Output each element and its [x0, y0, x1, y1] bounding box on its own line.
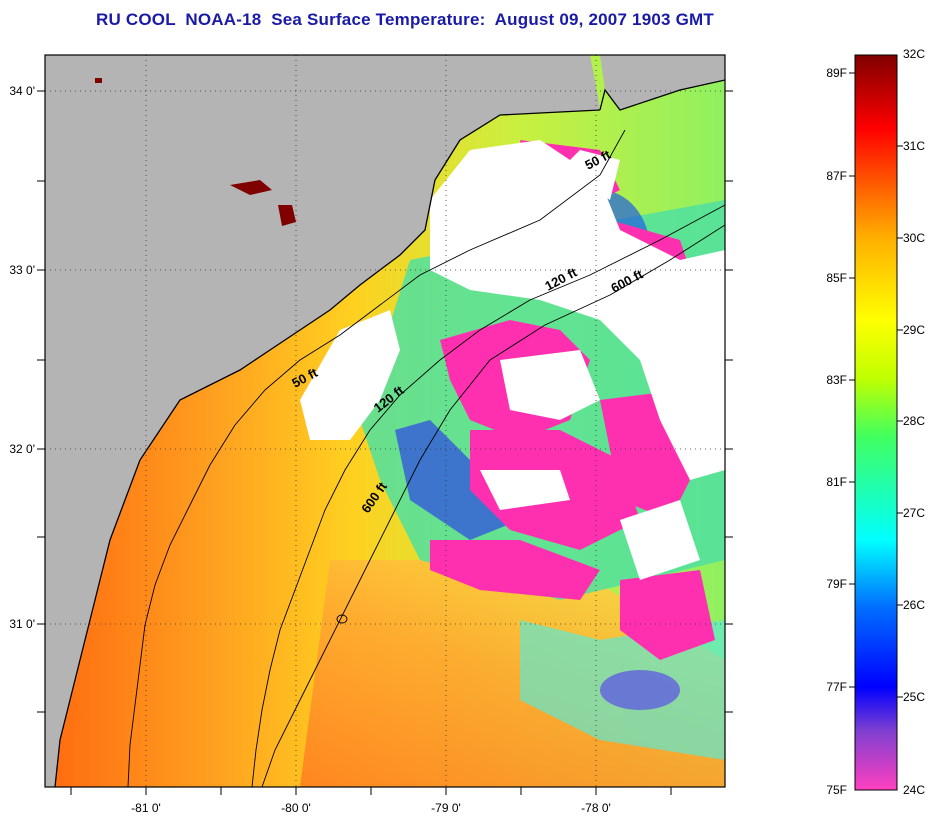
cloud-cover	[500, 350, 600, 420]
colorbar-c-label: 28C	[903, 414, 925, 428]
colorbar-scale	[854, 54, 898, 791]
isobath-50ft	[127, 129, 626, 787]
y-tick-label: 32 0'	[9, 442, 35, 456]
colorbar-f-label: 89F	[826, 66, 847, 80]
coastline-north	[599, 79, 725, 111]
colorbar-f-label: 85F	[826, 271, 847, 285]
colorbar-f-label: 81F	[826, 475, 847, 489]
land-area	[45, 55, 600, 787]
colorbar-c-label: 24C	[903, 783, 925, 797]
y-tick-label: 34 0'	[9, 84, 35, 98]
colorbar-c-label: 32C	[903, 47, 925, 61]
y-tick-label: 33 0'	[9, 263, 35, 277]
cloud-cover	[560, 150, 620, 200]
x-tick-label: -78 0'	[581, 801, 611, 815]
colorbar-f-label: 77F	[826, 680, 847, 694]
inland-lake	[278, 205, 296, 226]
colorbar-c-label: 25C	[903, 690, 925, 704]
axis-ticks	[37, 90, 733, 795]
colorbar-f-label: 75F	[826, 783, 847, 797]
colorbar-c-label: 27C	[903, 506, 925, 520]
map-title: RU COOL NOAA-18 Sea Surface Temperature:…	[96, 10, 714, 29]
map-frame	[44, 54, 726, 788]
cloud-cover	[640, 330, 725, 480]
cloud-cover	[620, 500, 700, 580]
coastline	[54, 109, 601, 787]
cold-eddy	[600, 670, 680, 710]
colorbar-f-label: 83F	[826, 373, 847, 387]
colorbar-c-label: 29C	[903, 323, 925, 337]
isobath-120ft	[251, 204, 725, 787]
land-area-north	[600, 55, 725, 110]
x-tick-label: -79 0'	[431, 801, 461, 815]
cloud-cover	[300, 310, 400, 440]
x-tick-label: -80 0'	[281, 801, 311, 815]
sst-24c-patch	[620, 570, 715, 660]
cloud-cover	[480, 470, 570, 510]
colorbar-ticks	[849, 72, 903, 698]
inland-lake	[230, 180, 272, 195]
sst-24c-patch	[430, 540, 600, 600]
graticule	[45, 55, 725, 787]
x-tick-label: -81 0'	[131, 801, 161, 815]
colorbar-c-label: 26C	[903, 598, 925, 612]
isobath-ring	[336, 614, 348, 624]
colorbar-f-label: 87F	[826, 169, 847, 183]
colorbar-f-label: 79F	[826, 577, 847, 591]
colorbar-c-label: 31C	[903, 139, 925, 153]
inland-lake	[95, 78, 102, 83]
colorbar-c-label: 30C	[903, 231, 925, 245]
y-tick-label: 31 0'	[9, 617, 35, 631]
isobath-600ft	[261, 224, 725, 787]
cloud-cover	[430, 140, 725, 380]
